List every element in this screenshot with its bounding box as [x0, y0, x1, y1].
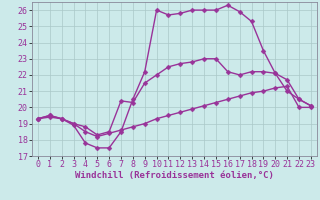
- X-axis label: Windchill (Refroidissement éolien,°C): Windchill (Refroidissement éolien,°C): [75, 171, 274, 180]
